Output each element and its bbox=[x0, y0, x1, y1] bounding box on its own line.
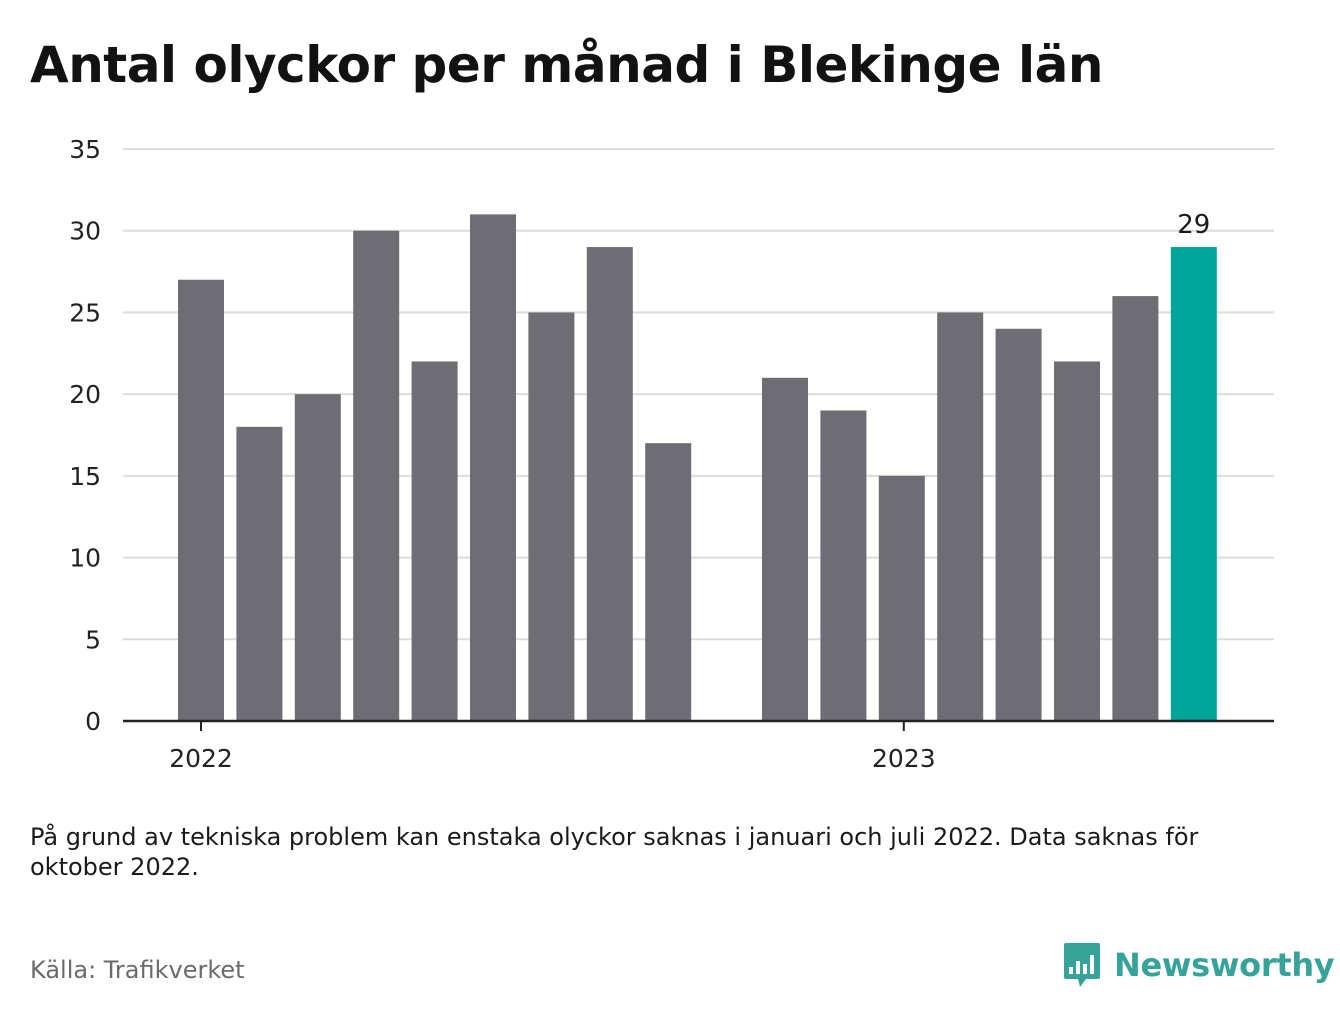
bar bbox=[470, 214, 516, 721]
y-tick-label: 35 bbox=[69, 135, 101, 164]
y-tick-label: 5 bbox=[85, 625, 101, 654]
y-tick-label: 10 bbox=[69, 544, 101, 573]
x-tick-label: 2023 bbox=[872, 744, 936, 773]
bar-highlight bbox=[1170, 247, 1217, 722]
source-label: Källa: Trafikverket bbox=[30, 956, 245, 984]
y-tick-label: 25 bbox=[69, 298, 101, 327]
y-tick-label: 30 bbox=[69, 217, 101, 246]
bar bbox=[878, 475, 925, 721]
bar bbox=[645, 443, 692, 721]
bar bbox=[995, 328, 1042, 721]
bar bbox=[294, 394, 341, 721]
bar-chart-speech-bubble-icon bbox=[1064, 943, 1100, 987]
bar bbox=[820, 410, 867, 721]
bar bbox=[586, 247, 633, 722]
chart-title: Antal olyckor per månad i Blekinge län bbox=[30, 36, 1103, 94]
bar bbox=[1112, 296, 1159, 721]
bar bbox=[762, 377, 808, 721]
x-tick-label: 2022 bbox=[169, 744, 233, 773]
bar-chart: 0 5 10 15 20 25 30 35 29 2022 2023 bbox=[69, 135, 1274, 773]
bar bbox=[528, 312, 575, 721]
bar bbox=[236, 426, 283, 721]
brand-name: Newsworthy bbox=[1114, 946, 1335, 984]
y-tick-label: 0 bbox=[85, 707, 101, 736]
brand-logo: Newsworthy bbox=[1062, 940, 1335, 990]
bar bbox=[353, 230, 400, 721]
footnote: På grund av tekniska problem kan enstaka… bbox=[30, 823, 1199, 881]
y-tick-label: 20 bbox=[69, 380, 101, 409]
data-label: 29 bbox=[1177, 210, 1210, 240]
y-tick-label: 15 bbox=[69, 462, 101, 491]
bar bbox=[1054, 361, 1100, 721]
bar bbox=[411, 361, 458, 721]
bar bbox=[937, 312, 984, 721]
bar bbox=[178, 279, 224, 721]
